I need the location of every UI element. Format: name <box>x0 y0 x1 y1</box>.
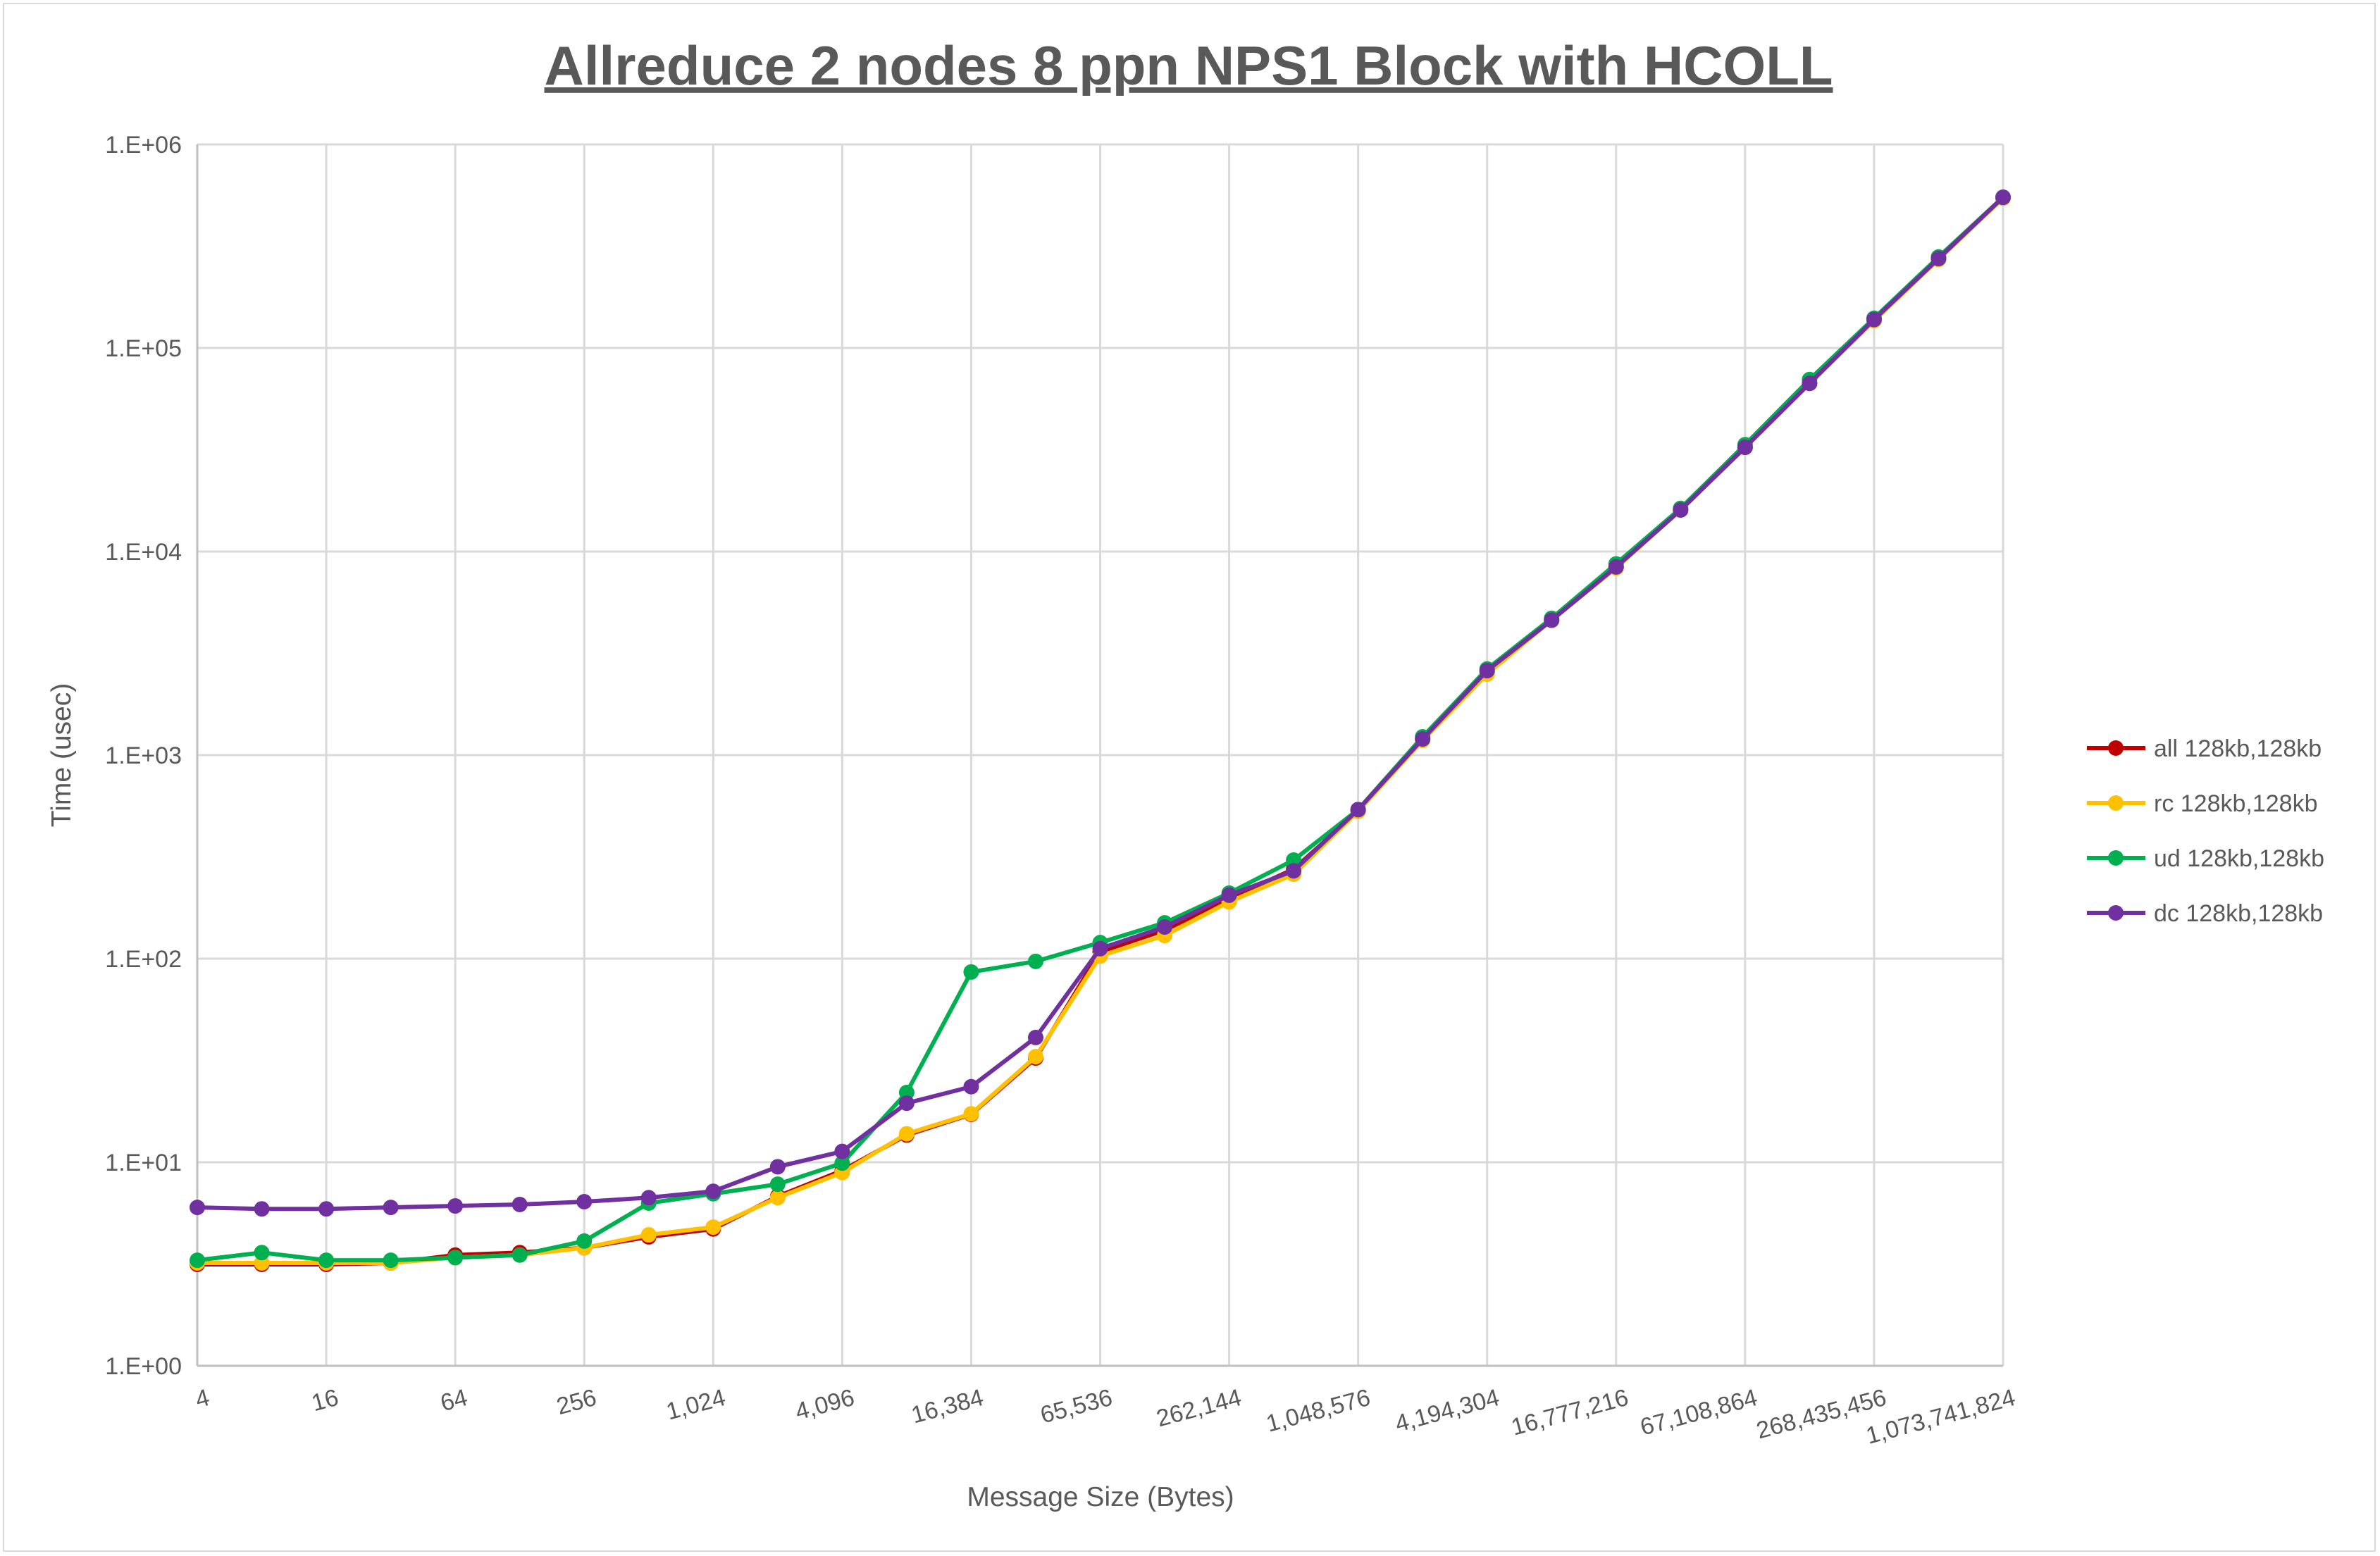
data-point <box>963 964 979 980</box>
data-point <box>190 1252 205 1269</box>
legend-item: ud 128kb,128kb <box>2087 845 2324 872</box>
data-point <box>1415 731 1431 747</box>
data-point <box>834 1155 850 1171</box>
x-tick-label: 262,144 <box>1153 1384 1244 1433</box>
data-point <box>769 1176 786 1193</box>
y-tick-label: 1.E+06 <box>105 132 182 158</box>
data-point <box>898 1095 915 1112</box>
legend-item: dc 128kb,128kb <box>2087 900 2323 927</box>
x-tick-label: 256 <box>554 1384 600 1420</box>
legend-item: all 128kb,128kb <box>2087 735 2322 762</box>
x-tick-label: 4,194,304 <box>1392 1384 1502 1438</box>
chart-title: Allreduce 2 nodes 8 ppn NPS1 Block with … <box>545 35 1833 97</box>
data-point <box>898 1126 915 1142</box>
y-tick-label: 1.E+05 <box>105 335 182 362</box>
data-point <box>1286 852 1302 869</box>
x-tick-label: 67,108,864 <box>1637 1384 1760 1441</box>
data-point <box>705 1183 721 1200</box>
data-point <box>1350 802 1366 818</box>
data-point <box>1544 612 1560 628</box>
legend-marker <box>2108 740 2124 756</box>
data-point <box>576 1233 593 1249</box>
data-point <box>447 1198 464 1214</box>
x-tick-label: 1,024 <box>664 1384 729 1426</box>
x-tick-label: 64 <box>438 1384 470 1417</box>
y-tick-label: 1.E+00 <box>105 1353 182 1380</box>
data-point <box>1286 863 1302 879</box>
data-point <box>190 1200 205 1216</box>
data-point <box>705 1219 721 1236</box>
data-point <box>318 1201 335 1217</box>
x-tick-label: 1,048,576 <box>1263 1384 1373 1438</box>
data-point <box>383 1200 399 1216</box>
legend-label: ud 128kb,128kb <box>2154 845 2324 872</box>
x-axis-title: Message Size (Bytes) <box>967 1482 1234 1512</box>
legend-label: dc 128kb,128kb <box>2154 900 2323 927</box>
x-tick-label: 1,073,741,824 <box>1864 1384 2019 1450</box>
series-dc <box>190 189 2011 1217</box>
data-point <box>1092 940 1108 957</box>
data-point <box>1027 1049 1043 1065</box>
data-point <box>640 1227 657 1243</box>
data-point <box>769 1159 786 1175</box>
x-tick-label: 65,536 <box>1038 1384 1115 1429</box>
data-point <box>1737 440 1753 456</box>
legend-item: rc 128kb,128kb <box>2087 790 2318 817</box>
data-point <box>1608 559 1624 575</box>
data-point <box>254 1201 270 1217</box>
data-point <box>254 1245 270 1261</box>
data-point <box>1479 663 1495 679</box>
data-point <box>963 1078 979 1095</box>
data-point <box>1027 1029 1043 1045</box>
data-point <box>512 1196 528 1212</box>
data-point <box>1930 251 1947 267</box>
y-tick-label: 1.E+03 <box>105 742 182 769</box>
data-point <box>318 1252 335 1269</box>
data-point <box>383 1252 399 1269</box>
legend-label: all 128kb,128kb <box>2154 735 2322 762</box>
y-tick-label: 1.E+01 <box>105 1150 182 1176</box>
data-point <box>1866 311 1882 328</box>
x-tick-label: 16 <box>309 1384 341 1417</box>
legend-marker <box>2108 795 2124 811</box>
legend-marker <box>2108 850 2124 866</box>
chart-frame <box>3 3 2376 1552</box>
data-point <box>1673 502 1689 518</box>
data-point <box>1157 919 1173 935</box>
data-point <box>898 1085 915 1101</box>
data-point <box>1995 189 2011 206</box>
x-tick-label: 16,384 <box>909 1384 986 1429</box>
legend-label: rc 128kb,128kb <box>2154 790 2318 817</box>
x-tick-label: 4,096 <box>793 1384 857 1426</box>
y-tick-label: 1.E+02 <box>105 946 182 973</box>
y-axis-title: Time (usec) <box>47 683 77 827</box>
y-tick-label: 1.E+04 <box>105 539 182 566</box>
data-point <box>447 1250 464 1266</box>
legend-marker <box>2108 905 2124 921</box>
data-point <box>1027 953 1043 969</box>
data-point <box>640 1190 657 1206</box>
data-point <box>1802 375 1818 392</box>
data-point <box>576 1194 593 1210</box>
x-tick-label: 4 <box>192 1384 212 1414</box>
data-point <box>512 1247 528 1263</box>
data-point <box>963 1106 979 1122</box>
data-point <box>769 1190 786 1206</box>
data-point <box>1221 887 1237 903</box>
data-point <box>834 1143 850 1159</box>
x-tick-label: 16,777,216 <box>1508 1384 1631 1441</box>
